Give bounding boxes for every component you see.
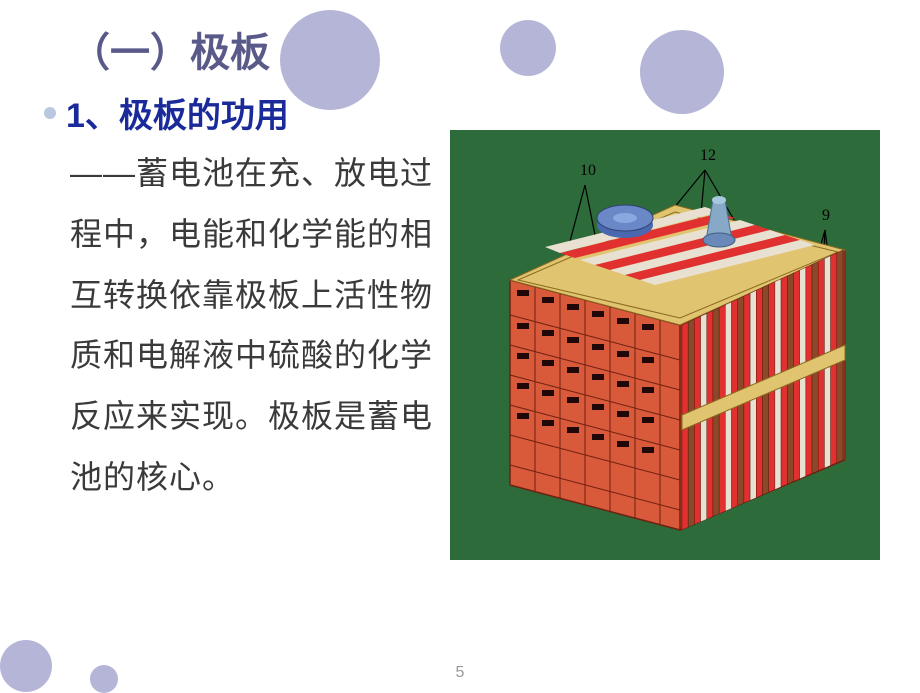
figure-label-9: 9 bbox=[822, 207, 830, 224]
page-number: 5 bbox=[456, 664, 465, 682]
section-title: （一）极板 bbox=[70, 31, 270, 75]
decorative-circle bbox=[0, 640, 52, 692]
section-subtitle: 1、极板的功用 bbox=[66, 88, 289, 137]
battery-svg: 10 12 9 bbox=[450, 130, 880, 560]
bullet-icon bbox=[44, 107, 56, 119]
figure-label-12: 12 bbox=[700, 147, 716, 164]
battery-figure: 10 12 9 bbox=[450, 130, 880, 560]
title-row: （一）极板 bbox=[70, 20, 880, 78]
body-paragraph: ——蓄电池在充、放电过程中，电能和化学能的相互转换依靠极板上活性物质和电解液中硫… bbox=[70, 143, 440, 508]
figure-label-10: 10 bbox=[580, 162, 596, 179]
decorative-circle bbox=[90, 665, 118, 693]
